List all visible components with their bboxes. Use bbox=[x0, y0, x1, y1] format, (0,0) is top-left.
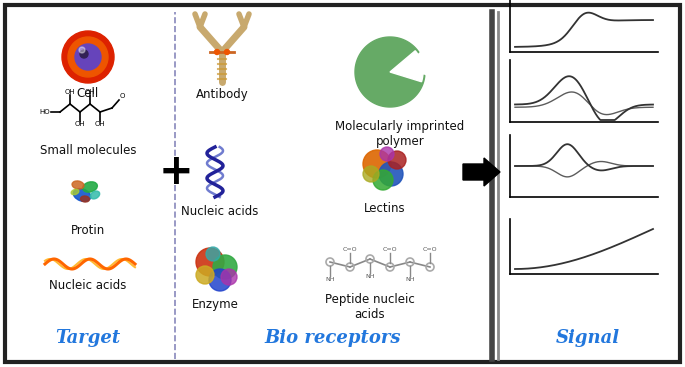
Text: Peptide nucleic
acids: Peptide nucleic acids bbox=[325, 293, 415, 321]
Ellipse shape bbox=[73, 189, 90, 201]
Polygon shape bbox=[355, 37, 425, 107]
Circle shape bbox=[213, 255, 237, 279]
Text: Bio receptors: Bio receptors bbox=[264, 329, 401, 347]
Text: Nucleic acids: Nucleic acids bbox=[49, 279, 127, 292]
Text: OH: OH bbox=[85, 89, 95, 95]
Text: C=O: C=O bbox=[342, 247, 358, 252]
Circle shape bbox=[68, 37, 108, 77]
Text: Enzyme: Enzyme bbox=[192, 298, 238, 311]
Circle shape bbox=[225, 50, 229, 55]
Ellipse shape bbox=[72, 181, 84, 189]
Circle shape bbox=[62, 31, 114, 83]
Text: Cell: Cell bbox=[77, 87, 99, 100]
Text: OH: OH bbox=[64, 89, 75, 95]
Text: Target: Target bbox=[55, 329, 121, 347]
Text: HO: HO bbox=[39, 109, 50, 115]
Ellipse shape bbox=[90, 191, 100, 199]
Text: Protin: Protin bbox=[71, 224, 105, 237]
Text: C=O: C=O bbox=[423, 247, 437, 252]
FancyArrow shape bbox=[463, 158, 500, 186]
Circle shape bbox=[79, 47, 85, 53]
Text: NH: NH bbox=[325, 277, 335, 282]
Polygon shape bbox=[390, 51, 423, 82]
Circle shape bbox=[363, 166, 379, 182]
Text: Molecularly imprinted
polymer: Molecularly imprinted polymer bbox=[336, 120, 464, 148]
Text: Lectins: Lectins bbox=[364, 202, 406, 215]
Text: Signal: Signal bbox=[556, 329, 620, 347]
Text: Small molecules: Small molecules bbox=[40, 144, 136, 157]
Circle shape bbox=[363, 150, 391, 178]
Text: Nucleic acids: Nucleic acids bbox=[182, 205, 259, 218]
Text: O: O bbox=[120, 93, 125, 99]
Circle shape bbox=[221, 269, 237, 285]
Ellipse shape bbox=[71, 189, 79, 195]
Text: NH: NH bbox=[406, 277, 414, 282]
Circle shape bbox=[379, 162, 403, 186]
Circle shape bbox=[206, 247, 220, 261]
Text: Antibody: Antibody bbox=[196, 88, 249, 101]
Circle shape bbox=[209, 269, 231, 291]
Circle shape bbox=[380, 147, 394, 161]
Circle shape bbox=[80, 50, 88, 58]
Text: OH: OH bbox=[95, 121, 105, 127]
Circle shape bbox=[75, 44, 101, 70]
Text: OH: OH bbox=[75, 121, 86, 127]
Text: NH: NH bbox=[365, 274, 375, 279]
Circle shape bbox=[196, 266, 214, 284]
Circle shape bbox=[373, 170, 393, 190]
Text: +: + bbox=[159, 151, 193, 193]
Ellipse shape bbox=[83, 182, 97, 192]
Circle shape bbox=[214, 50, 219, 55]
Circle shape bbox=[196, 248, 224, 276]
Ellipse shape bbox=[81, 196, 90, 202]
Circle shape bbox=[388, 151, 406, 169]
Text: C=O: C=O bbox=[383, 247, 397, 252]
